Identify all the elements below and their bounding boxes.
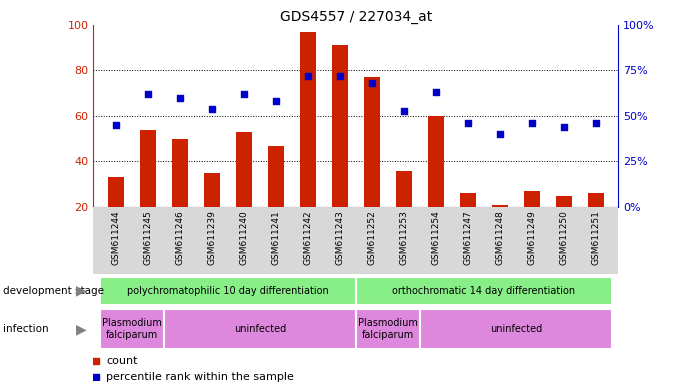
Point <box>366 80 377 86</box>
Text: ▶: ▶ <box>75 284 86 298</box>
Point <box>462 120 473 126</box>
Text: Plasmodium
falciparum: Plasmodium falciparum <box>358 318 418 340</box>
Point <box>206 106 217 112</box>
Point <box>430 89 442 95</box>
Bar <box>93 207 618 274</box>
Bar <box>172 139 188 253</box>
Point <box>375 339 386 345</box>
Bar <box>100 276 356 305</box>
Bar <box>428 116 444 253</box>
Point <box>375 193 386 199</box>
Text: percentile rank within the sample: percentile rank within the sample <box>106 372 294 382</box>
Text: GSM611250: GSM611250 <box>560 210 569 265</box>
Bar <box>492 205 508 253</box>
Bar <box>140 130 155 253</box>
Text: GSM611243: GSM611243 <box>335 210 344 265</box>
Text: GSM611239: GSM611239 <box>207 210 216 265</box>
Bar <box>396 170 412 253</box>
Text: infection: infection <box>3 324 49 334</box>
Bar <box>364 77 380 253</box>
Text: count: count <box>106 356 138 366</box>
Bar <box>356 310 420 349</box>
Text: uninfected: uninfected <box>234 324 286 334</box>
Text: orthochromatic 14 day differentiation: orthochromatic 14 day differentiation <box>392 286 576 296</box>
Text: GSM611249: GSM611249 <box>527 210 536 265</box>
Bar <box>268 146 284 253</box>
Text: GSM611242: GSM611242 <box>303 210 312 265</box>
Text: GSM611253: GSM611253 <box>399 210 408 265</box>
Text: uninfected: uninfected <box>490 324 542 334</box>
Bar <box>164 310 356 349</box>
Text: polychromatophilic 10 day differentiation: polychromatophilic 10 day differentiatio… <box>127 286 329 296</box>
Bar <box>420 310 612 349</box>
Point <box>591 120 602 126</box>
Text: GSM611254: GSM611254 <box>431 210 440 265</box>
Bar <box>460 193 476 253</box>
Text: GSM611241: GSM611241 <box>272 210 281 265</box>
Bar <box>332 45 348 253</box>
Bar <box>108 177 124 253</box>
Text: GSM611251: GSM611251 <box>591 210 600 265</box>
Bar <box>236 132 252 253</box>
Bar <box>356 276 612 305</box>
Bar <box>204 173 220 253</box>
Point <box>174 95 185 101</box>
Point <box>302 73 313 79</box>
Bar <box>588 193 604 253</box>
Point <box>238 91 249 97</box>
Bar <box>100 310 164 349</box>
Point <box>495 131 506 137</box>
Point <box>334 73 346 79</box>
Point <box>527 120 538 126</box>
Text: Plasmodium
falciparum: Plasmodium falciparum <box>102 318 162 340</box>
Point <box>558 124 569 130</box>
Text: GSM611245: GSM611245 <box>143 210 152 265</box>
Bar <box>300 32 316 253</box>
Title: GDS4557 / 227034_at: GDS4557 / 227034_at <box>280 10 432 24</box>
Text: GSM611247: GSM611247 <box>464 210 473 265</box>
Point <box>142 91 153 97</box>
Text: GSM611244: GSM611244 <box>111 210 120 265</box>
Text: ▶: ▶ <box>75 322 86 336</box>
Point <box>399 108 410 114</box>
Bar <box>524 191 540 253</box>
Text: GSM611246: GSM611246 <box>176 210 184 265</box>
Bar <box>556 195 572 253</box>
Text: development stage: development stage <box>3 286 104 296</box>
Point <box>270 98 281 104</box>
Text: GSM611248: GSM611248 <box>495 210 504 265</box>
Text: GSM611240: GSM611240 <box>239 210 248 265</box>
Point <box>110 122 121 128</box>
Text: GSM611252: GSM611252 <box>368 210 377 265</box>
